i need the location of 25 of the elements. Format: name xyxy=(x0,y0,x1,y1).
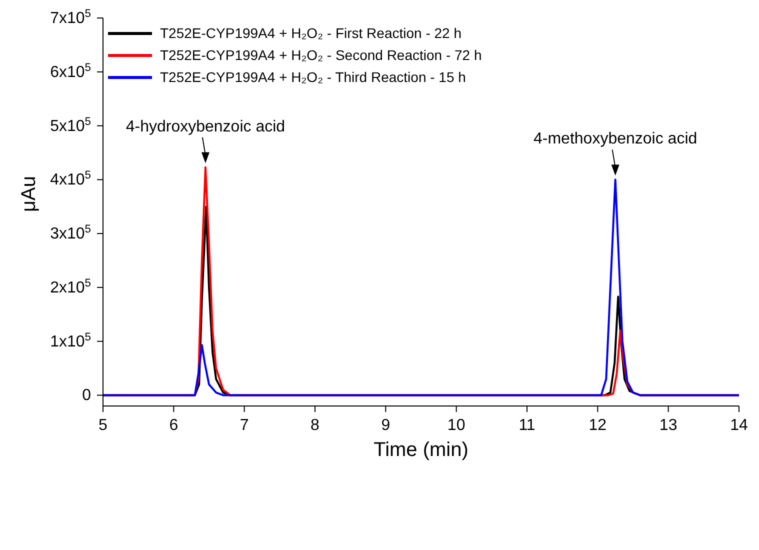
y-tick-label: 7x10$^{5}$ xyxy=(50,8,91,27)
x-tick-label: 5 xyxy=(98,417,108,434)
x-tick-label: 7 xyxy=(240,417,249,434)
x-tick-label: 14 xyxy=(730,417,748,434)
legend-label: T252E-CYP199A4 + H₂O₂ - Third Reaction - 15 h xyxy=(160,69,466,85)
y-tick-label: 4x10$^{5}$ xyxy=(50,170,91,189)
y-tick-label: 3x10$^{5}$ xyxy=(50,224,91,243)
x-tick-label: 13 xyxy=(659,417,678,434)
annotation: 4-hydroxybenzoic acid xyxy=(126,118,286,136)
y-axis-title: μAu xyxy=(18,176,40,212)
x-axis-title: Time (min) xyxy=(374,439,468,461)
x-tick-label: 10 xyxy=(447,417,466,434)
legend-label: T252E-CYP199A4 + H₂O₂ - Second Reaction - 72 h xyxy=(160,47,482,63)
legend-label: T252E-CYP199A4 + H₂O₂ - First Reaction - 22 h xyxy=(160,25,462,41)
x-tick-label: 11 xyxy=(518,417,536,434)
x-tick-label: 12 xyxy=(588,417,607,434)
x-tick-label: 6 xyxy=(169,417,178,434)
y-tick-label: 1x10$^{5}$ xyxy=(50,331,91,350)
x-tick-label: 9 xyxy=(381,417,390,434)
y-tick-label: 0 xyxy=(82,387,92,404)
y-tick-label: 6x10$^{5}$ xyxy=(50,62,91,81)
y-tick-label: 2x10$^{5}$ xyxy=(50,277,91,296)
y-tick-label: 5x10$^{5}$ xyxy=(50,116,91,135)
annotation: 4-methoxybenzoic acid xyxy=(534,130,698,148)
x-tick-label: 8 xyxy=(310,417,320,434)
